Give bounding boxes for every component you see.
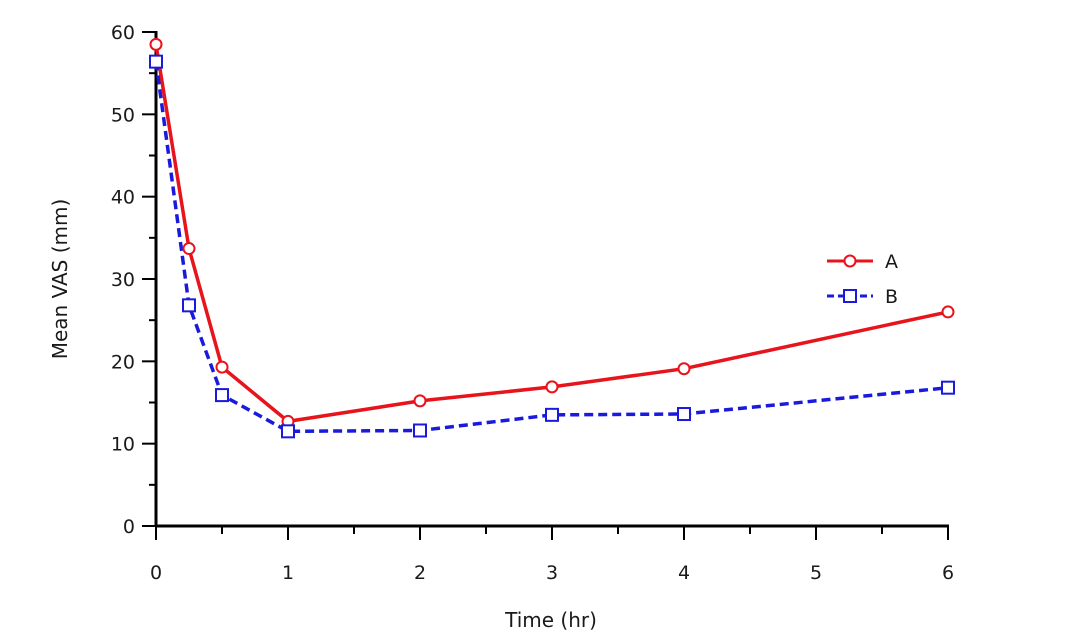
series-b-point-2 (215, 388, 229, 403)
series-b-line (154, 61, 949, 434)
series-a-point-0 (149, 37, 163, 51)
x-tick-label-6: 6 (942, 562, 954, 584)
x-tick-label-5: 5 (810, 562, 822, 584)
x-tick-label-3: 3 (546, 562, 558, 584)
x-tick-label-0: 0 (150, 562, 162, 584)
legend-marker-b (843, 289, 857, 303)
y-tick-label-60: 60 (111, 22, 135, 44)
series-a-line (154, 44, 949, 424)
series-b-point-3 (281, 424, 295, 439)
series-a-point-5 (545, 380, 559, 394)
x-tick-label-4: 4 (678, 562, 690, 584)
series-a-point-2 (215, 360, 229, 374)
series-b-point-5 (545, 407, 559, 422)
legend-marker-a (843, 254, 857, 268)
x-axis-title: Time (hr) (504, 608, 597, 632)
x-tick-label-1: 1 (282, 562, 294, 584)
series-layer (149, 37, 955, 439)
series-b-point-7 (941, 380, 955, 395)
series-b-point-6 (677, 407, 691, 422)
legend-label-a: A (885, 251, 898, 273)
series-a-point-7 (941, 305, 955, 319)
y-tick-label-40: 40 (111, 187, 135, 209)
y-tick-label-0: 0 (123, 516, 135, 538)
series-b-point-1 (182, 298, 196, 313)
series-b-point-0 (149, 54, 163, 69)
legend-label-b: B (885, 286, 898, 308)
legend: AB (827, 251, 898, 308)
y-axis-title: Mean VAS (mm) (48, 199, 72, 360)
y-tick-label-10: 10 (111, 434, 135, 456)
x-tick-label-2: 2 (414, 562, 426, 584)
series-a-point-1 (182, 242, 196, 256)
y-tick-label-30: 30 (111, 269, 135, 291)
axes-layer: 0 10 20 30 40 50 60 0 1 2 3 4 5 6 (111, 22, 954, 584)
y-tick-label-50: 50 (111, 104, 135, 126)
series-a-point-6 (677, 362, 691, 376)
y-tick-label-20: 20 (111, 351, 135, 373)
series-b-point-4 (413, 423, 427, 438)
series-a-point-4 (413, 394, 427, 408)
